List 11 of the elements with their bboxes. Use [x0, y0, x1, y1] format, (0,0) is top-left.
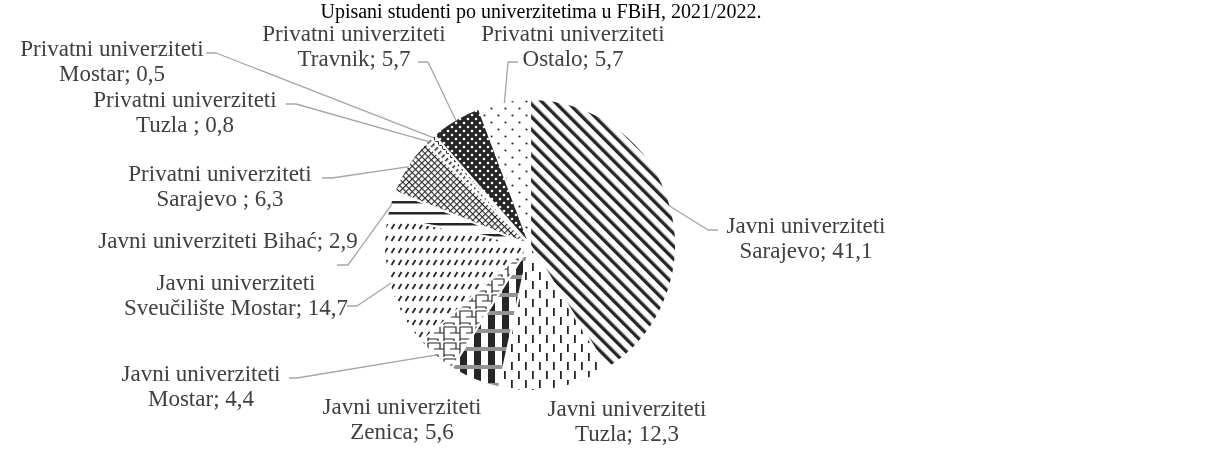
slice-label: Javni univerziteti Bihać; 2,9: [98, 228, 358, 253]
slice-label: Javni univerziteti Sveučilište Mostar; 14,7: [123, 270, 349, 320]
slice-label: Privatni univerziteti Ostalo; 5,7: [481, 21, 665, 71]
chart-title: Upisani studenti po univerzitetima u FBiH, 2021/2022.: [320, 0, 762, 23]
slice-label: Privatni univerziteti Tuzla ; 0,8: [93, 87, 277, 137]
slice-label: Javni univerziteti Mostar; 4,4: [121, 361, 281, 411]
slice-label: Privatni univerziteti Mostar; 0,5: [20, 36, 204, 86]
slice-label: Privatni univerziteti Sarajevo ; 6,3: [128, 161, 312, 211]
slice-label: Javni univerziteti Sarajevo; 41,1: [726, 213, 886, 263]
slice-label: Javni univerziteti Tuzla; 12,3: [547, 396, 707, 446]
slice-label: Javni univerziteti Zenica; 5,6: [322, 394, 482, 444]
